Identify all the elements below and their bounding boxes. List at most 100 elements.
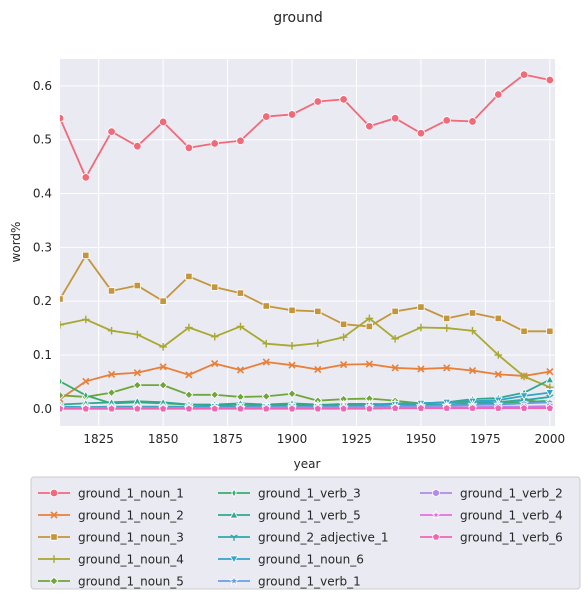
- x-tick-label: 1900: [277, 432, 308, 446]
- data-point: [133, 404, 142, 413]
- data-point: [262, 339, 271, 348]
- data-point: [60, 113, 65, 123]
- data-point: [365, 360, 373, 368]
- y-tick-label: 0.5: [33, 133, 52, 147]
- data-point: [391, 307, 399, 316]
- data-point: [159, 404, 168, 413]
- legend-label: ground_1_verb_6: [460, 531, 563, 545]
- data-point: [494, 90, 503, 99]
- data-point: [365, 122, 374, 131]
- data-point: [159, 363, 167, 371]
- series-line: [60, 407, 550, 410]
- x-tick-label: 2000: [535, 432, 566, 446]
- data-point: [81, 315, 90, 324]
- data-point: [339, 333, 348, 342]
- data-point: [365, 404, 374, 413]
- data-point: [494, 370, 502, 378]
- legend-label: ground_1_noun_1: [78, 487, 184, 501]
- y-axis-ticks: 0.0 0.1 0.2 0.3 0.4 0.5 0.6: [33, 79, 52, 416]
- series-line: [60, 73, 551, 179]
- legend-label: ground_2_adjective_1: [258, 531, 389, 545]
- series: [60, 251, 554, 335]
- series-lines: [60, 70, 555, 413]
- legend-label: ground_1_noun_3: [78, 531, 184, 545]
- data-point: [468, 117, 477, 126]
- y-axis-label: word%: [9, 222, 23, 263]
- legend-label: ground_1_noun_6: [258, 553, 364, 567]
- data-point: [60, 295, 64, 303]
- legend-item: ground_1_verb_2: [420, 487, 563, 501]
- data-point: [210, 390, 220, 400]
- legend-item: ground_1_noun_1: [38, 487, 184, 501]
- data-point: [60, 321, 64, 329]
- data-point: [390, 113, 400, 123]
- data-point: [262, 358, 270, 366]
- legend-item: ground_1_verb_4: [420, 509, 563, 523]
- data-point: [132, 380, 142, 390]
- data-point: [288, 361, 296, 369]
- legend-item: ground_1_verb_1: [218, 575, 361, 589]
- data-point: [236, 366, 245, 374]
- data-point: [50, 533, 58, 541]
- data-point: [494, 314, 502, 323]
- x-tick-label: 1950: [406, 432, 437, 446]
- y-tick-label: 0.4: [33, 187, 52, 201]
- data-point: [158, 117, 168, 127]
- legend-label: ground_1_noun_5: [78, 575, 184, 589]
- x-tick-label: 1825: [83, 432, 114, 446]
- x-tick-label: 1975: [470, 432, 501, 446]
- data-point: [81, 404, 90, 413]
- data-point: [520, 372, 528, 381]
- data-point: [236, 322, 245, 331]
- series-line: [60, 378, 551, 407]
- data-point: [262, 404, 271, 413]
- legend: ground_1_noun_1 ground_1_noun_2 ground_1_n…: [30, 476, 581, 590]
- data-point: [416, 129, 426, 138]
- data-point: [262, 112, 271, 121]
- legend-item: ground_1_noun_4: [38, 553, 184, 567]
- data-point: [365, 322, 374, 331]
- data-point: [210, 139, 219, 148]
- data-point: [519, 392, 529, 401]
- data-point: [545, 403, 554, 412]
- data-point: [184, 390, 194, 400]
- data-point: [391, 335, 399, 343]
- data-point: [288, 342, 296, 350]
- data-point: [229, 510, 239, 519]
- x-axis-label: year: [294, 457, 321, 471]
- legend-label: ground_1_verb_2: [460, 487, 563, 501]
- series-line: [60, 317, 551, 389]
- data-point: [391, 364, 399, 372]
- data-point: [262, 302, 270, 310]
- data-point: [314, 339, 322, 347]
- data-point: [133, 330, 142, 339]
- data-point: [185, 371, 193, 379]
- data-point: [442, 116, 451, 125]
- data-point: [546, 327, 554, 335]
- y-tick-label: 0.0: [33, 402, 52, 416]
- data-point: [442, 403, 451, 412]
- data-point: [417, 323, 425, 332]
- series: [60, 70, 555, 182]
- data-point: [107, 388, 116, 398]
- series: [60, 403, 554, 413]
- data-point: [107, 370, 116, 378]
- legend-label: ground_1_noun_2: [78, 509, 184, 523]
- data-point: [229, 555, 239, 564]
- data-point: [236, 404, 245, 413]
- data-point: [211, 283, 219, 291]
- series: [60, 358, 554, 403]
- data-point: [365, 314, 374, 323]
- data-point: [185, 272, 193, 281]
- series-line: [60, 361, 550, 400]
- data-point: [339, 95, 348, 104]
- data-point: [468, 403, 477, 412]
- data-point: [211, 359, 219, 368]
- legend-label: ground_1_verb_3: [258, 487, 361, 501]
- legend-item: ground_1_noun_2: [38, 509, 184, 523]
- data-point: [431, 532, 441, 541]
- data-point: [236, 289, 245, 297]
- data-point: [185, 323, 193, 332]
- data-point: [107, 127, 116, 136]
